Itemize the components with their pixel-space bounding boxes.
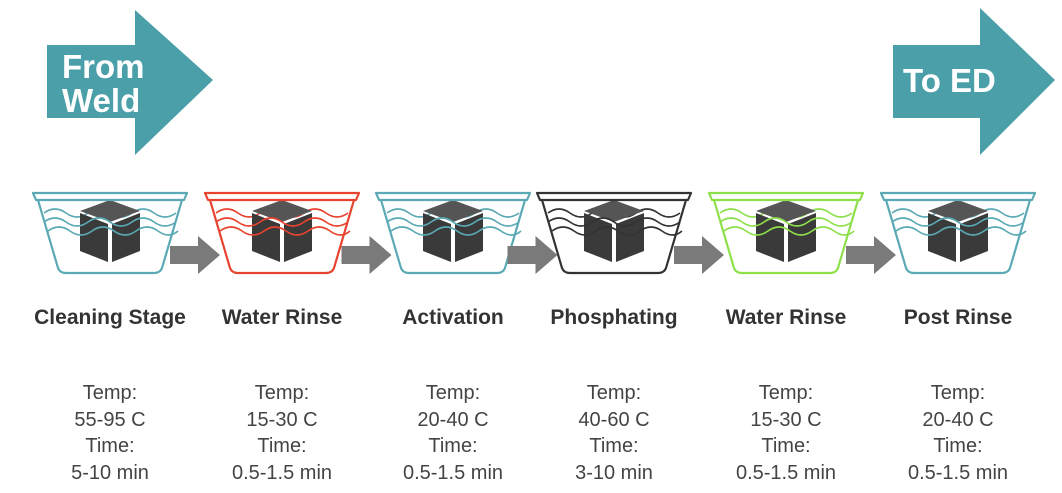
stage-info: Temp: 20-40 C Time: 0.5-1.5 min (368, 380, 538, 486)
time-label: Time: (589, 435, 639, 457)
temp: 20-40 C (922, 408, 994, 431)
stage-info: Temp: 40-60 C Time: 3-10 min (529, 380, 699, 486)
flow-arrow (674, 236, 724, 274)
cube-top (756, 200, 816, 222)
stage-name: Activation (368, 305, 538, 330)
temp: 20-40 C (417, 408, 489, 431)
time-label: Time: (428, 435, 478, 457)
stage-name: Water Rinse (701, 305, 871, 330)
tank (707, 191, 865, 275)
flow-arrow (341, 236, 392, 274)
stage-name: Water Rinse (197, 305, 367, 330)
flow-arrow (846, 236, 896, 274)
cube-left (423, 213, 451, 262)
time: 0.5-1.5 min (907, 461, 1009, 484)
water-wave (390, 226, 522, 236)
cube-top (423, 200, 483, 222)
tank-body (31, 191, 189, 275)
time: 5-10 min (71, 461, 149, 484)
water-wave (719, 217, 853, 227)
cube-left (928, 213, 956, 262)
cube-left (252, 213, 280, 262)
temp-label: Temp: (82, 382, 138, 404)
tank-body (879, 191, 1037, 275)
stage-name: Phosphating (529, 305, 699, 330)
cube-top (928, 200, 988, 222)
water-wave (215, 217, 349, 227)
end-arrow (893, 8, 1055, 155)
water-wave (891, 217, 1025, 227)
tank-body (374, 191, 532, 275)
stage-name: Cleaning Stage (25, 305, 195, 330)
tank-body (707, 191, 865, 275)
time-label: Time: (85, 435, 135, 457)
stage-name-text: Post Rinse (903, 306, 1013, 329)
temp: 40-60 C (578, 408, 650, 431)
cube-left (80, 213, 108, 262)
cube-top (584, 200, 644, 222)
tank (879, 191, 1037, 275)
time: 0.5-1.5 min (402, 461, 504, 484)
cube-left (756, 213, 784, 262)
temp: 55-95 C (74, 408, 146, 431)
water-wave (547, 217, 681, 227)
temp: 15-30 C (246, 408, 318, 431)
temp-label: Temp: (930, 382, 986, 404)
stage-name: Post Rinse (873, 305, 1043, 330)
temp-label: Temp: (425, 382, 481, 404)
stage-info: Temp: 55-95 C Time: 5-10 min (25, 380, 195, 486)
temp: 15-30 C (750, 408, 822, 431)
start-arrow (47, 10, 213, 155)
water-wave (551, 226, 683, 236)
stage-info: Temp: 15-30 C Time: 0.5-1.5 min (197, 380, 367, 486)
flow-arrow (170, 236, 220, 274)
time-label: Time: (257, 435, 307, 457)
water-wave (895, 226, 1027, 236)
cube-top (252, 200, 312, 222)
water-wave (219, 226, 351, 236)
temp-label: Temp: (586, 382, 642, 404)
time-label: Time: (933, 435, 983, 457)
cube-top (80, 200, 140, 222)
time: 3-10 min (575, 461, 653, 484)
stage-info: Temp: 15-30 C Time: 0.5-1.5 min (701, 380, 871, 486)
stage-name-text: Water Rinse (725, 306, 847, 329)
start-arrow-label: From Weld (62, 48, 145, 119)
stage-name-text: Cleaning Stage (34, 306, 186, 329)
end-arrow-label: To ED (903, 62, 996, 99)
stage-info: Temp: 20-40 C Time: 0.5-1.5 min (873, 380, 1043, 486)
cube-left (584, 213, 612, 262)
tank (374, 191, 532, 275)
stage-name-text: Phosphating (550, 306, 678, 329)
water-wave (723, 226, 855, 236)
water-wave (43, 217, 177, 227)
tank-body (203, 191, 361, 275)
stage-name-text: Activation (402, 306, 504, 329)
flow-arrow (507, 236, 558, 274)
water-wave (386, 217, 520, 227)
water-wave (47, 226, 179, 236)
tank-body (535, 191, 693, 275)
tank (31, 191, 189, 275)
tank (535, 191, 693, 275)
time-label: Time: (761, 435, 811, 457)
stage-name-text: Water Rinse (221, 306, 343, 329)
temp-label: Temp: (254, 382, 310, 404)
time: 0.5-1.5 min (735, 461, 837, 484)
temp-label: Temp: (758, 382, 814, 404)
time: 0.5-1.5 min (231, 461, 333, 484)
tank (203, 191, 361, 275)
